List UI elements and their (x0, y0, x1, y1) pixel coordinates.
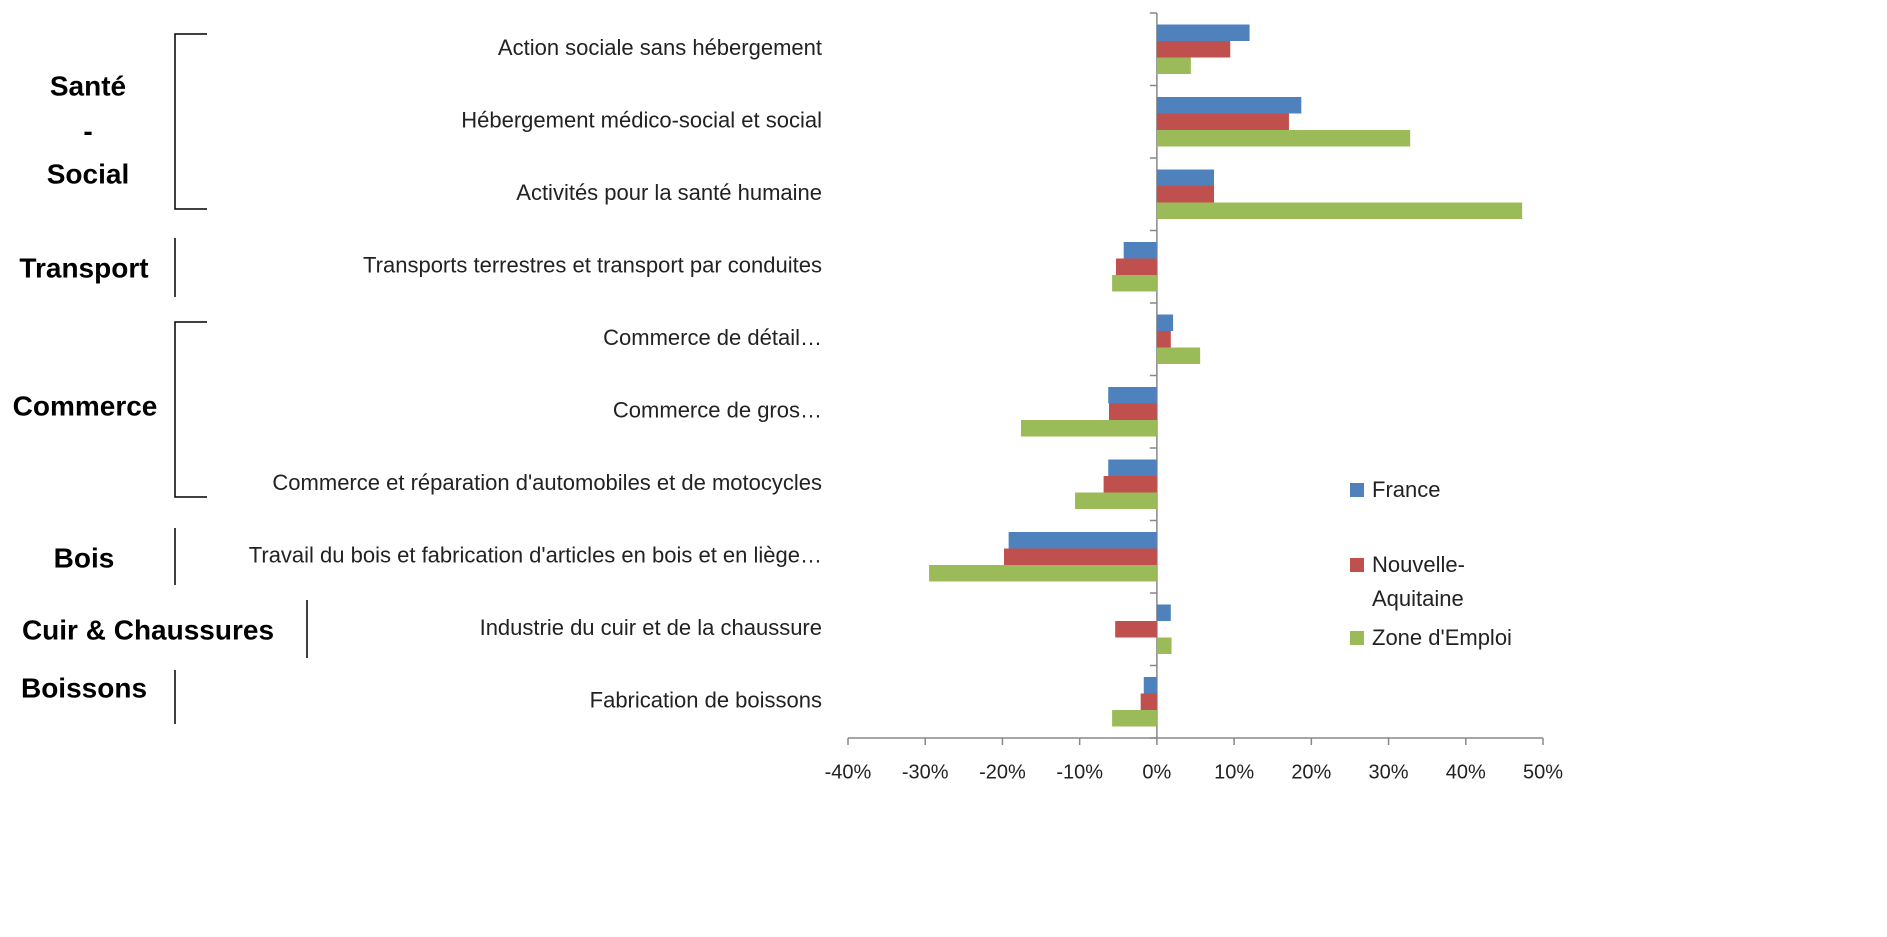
bar (1156, 57, 1191, 74)
y-tick-label: Transports terrestres et transport par c… (363, 253, 822, 278)
legend-swatch (1350, 483, 1364, 497)
legend-label: Zone d'Emploi (1372, 625, 1512, 650)
y-tick-label: Commerce et réparation d'automobiles et … (272, 470, 822, 495)
bar (1156, 314, 1174, 331)
x-tick-label: -40% (825, 761, 872, 783)
legend-swatch (1350, 631, 1364, 645)
bar (1156, 41, 1231, 58)
bar (1156, 331, 1171, 348)
group-label: Santé (50, 70, 126, 101)
bar (1115, 621, 1157, 638)
y-tick-label: Industrie du cuir et de la chaussure (480, 615, 822, 640)
bar (1115, 258, 1157, 275)
legend-item: Zone d'Emploi (1350, 621, 1520, 655)
bar (1008, 532, 1157, 549)
bar (1156, 604, 1171, 621)
bar (1156, 24, 1250, 41)
x-tick-label: 40% (1446, 761, 1486, 783)
bar (1112, 710, 1157, 727)
legend-swatch (1350, 558, 1364, 572)
x-tick-label: 30% (1369, 761, 1409, 783)
group-label: Cuir & Chaussures (22, 614, 274, 645)
group-label: Bois (54, 542, 115, 573)
y-tick-label: Hébergement médico-social et social (461, 108, 822, 133)
x-tick-label: -10% (1056, 761, 1103, 783)
group-label: Transport (19, 252, 148, 283)
bar (1156, 347, 1201, 364)
legend-item: Nouvelle-Aquitaine (1350, 548, 1520, 616)
bar (1156, 130, 1411, 147)
group-label: Social (47, 158, 129, 189)
bar (1156, 97, 1302, 114)
bar (1020, 420, 1157, 437)
bar (1156, 637, 1172, 654)
bar (1109, 403, 1157, 420)
y-tick-label: Action sociale sans hébergement (498, 35, 822, 60)
y-tick-label: Activités pour la santé humaine (516, 180, 822, 205)
bar (929, 565, 1157, 582)
bar (1075, 492, 1157, 509)
bar (1156, 169, 1215, 186)
bracket (174, 321, 207, 498)
bar (1108, 459, 1157, 476)
bar (1156, 113, 1289, 130)
y-tick-label: Commerce de gros… (613, 398, 822, 423)
bar (1140, 693, 1157, 710)
bar (1108, 387, 1157, 404)
bracket (174, 33, 207, 210)
bar (1156, 202, 1523, 219)
bar (1103, 476, 1157, 493)
legend-label: France (1372, 477, 1441, 502)
x-tick-label: 50% (1523, 761, 1563, 783)
group-label: Commerce (13, 390, 158, 421)
y-tick-label: Fabrication de boissons (590, 688, 822, 713)
group-label: Boissons (21, 672, 147, 703)
bar (1123, 242, 1157, 259)
y-tick-label: Travail du bois et fabrication d'article… (249, 543, 822, 568)
y-tick-label: Commerce de détail… (603, 325, 822, 350)
bar (1112, 275, 1157, 292)
legend-label: Nouvelle-Aquitaine (1372, 552, 1465, 611)
bar (1156, 186, 1215, 203)
bar (1003, 548, 1157, 565)
legend-item: France (1350, 473, 1520, 507)
x-tick-label: 10% (1214, 761, 1254, 783)
x-tick-label: -20% (979, 761, 1026, 783)
x-tick-label: -30% (902, 761, 949, 783)
x-tick-label: 20% (1291, 761, 1331, 783)
group-label: - (83, 115, 92, 146)
x-tick-label: 0% (1142, 761, 1171, 783)
bar (1143, 677, 1157, 694)
